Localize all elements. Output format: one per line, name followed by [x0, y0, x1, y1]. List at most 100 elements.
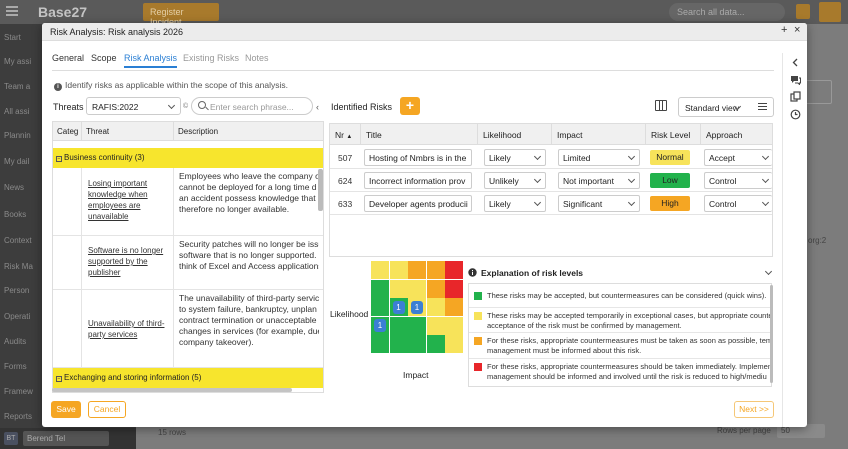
sidebar-item[interactable]: Context: [4, 236, 32, 245]
next-button[interactable]: Next >>: [734, 401, 774, 418]
risk-title-input[interactable]: Hosting of Nmbrs is in the: [364, 149, 472, 166]
comments-icon[interactable]: [790, 74, 801, 85]
matrix-cell[interactable]: [408, 279, 426, 298]
column-header-nr[interactable]: Nr ▲: [330, 124, 361, 145]
sidebar-item[interactable]: News: [4, 183, 25, 192]
tab-risk-analysis[interactable]: Risk Analysis: [124, 53, 178, 68]
column-header-likelihood[interactable]: Likelihood: [478, 124, 552, 145]
sidebar-item[interactable]: Start: [4, 33, 21, 42]
matrix-risk-marker[interactable]: 1: [392, 300, 405, 314]
column-header-risk-level[interactable]: Risk Level: [646, 124, 701, 145]
matrix-cell[interactable]: [445, 279, 463, 298]
table-row[interactable]: 624 Incorrect information prov Unlikely Not…: [330, 169, 772, 192]
collapse-group-icon[interactable]: −: [56, 156, 62, 162]
add-risk-button[interactable]: +: [400, 97, 420, 115]
save-button[interactable]: Save: [51, 401, 81, 418]
columns-icon[interactable]: [655, 100, 667, 111]
sidebar-item[interactable]: Framew: [4, 387, 33, 396]
topbar-user-button[interactable]: [819, 2, 841, 22]
sidebar-item[interactable]: My assi: [4, 57, 32, 66]
register-incident-button[interactable]: Register Incident: [143, 3, 219, 27]
matrix-cell[interactable]: [389, 279, 408, 298]
collapse-panel-icon[interactable]: ‹: [316, 102, 319, 112]
threat-title[interactable]: Unavailability of third-party services: [88, 319, 165, 339]
approach-select[interactable]: Control: [704, 172, 772, 189]
column-header-impact[interactable]: Impact: [552, 124, 646, 145]
column-header-description[interactable]: Description: [174, 122, 323, 141]
matrix-cell[interactable]: [445, 316, 463, 335]
sidebar-item[interactable]: Risk Ma: [4, 262, 33, 271]
matrix-cell[interactable]: [426, 316, 445, 335]
collapse-group-icon[interactable]: −: [56, 376, 62, 382]
sidebar-item[interactable]: Team a: [4, 82, 31, 91]
column-header-category[interactable]: Categ: [53, 122, 82, 141]
matrix-cell[interactable]: [389, 335, 408, 353]
matrix-cell[interactable]: [389, 261, 408, 279]
table-row[interactable]: Software is no longer supported by the pub…: [53, 236, 323, 290]
matrix-cell[interactable]: [408, 335, 426, 353]
tab-notes[interactable]: Notes: [245, 53, 269, 63]
sidebar-item[interactable]: Person: [4, 286, 30, 295]
matrix-risk-marker[interactable]: 1: [411, 300, 423, 314]
menu-icon[interactable]: [6, 6, 18, 16]
cancel-button[interactable]: Cancel: [88, 401, 126, 418]
risk-title-input[interactable]: Incorrect information prov: [364, 172, 472, 189]
sidebar-item[interactable]: Audits: [4, 337, 27, 346]
chevron-down-icon[interactable]: [764, 267, 773, 276]
close-icon[interactable]: ×: [794, 24, 801, 36]
matrix-cell[interactable]: [445, 335, 463, 353]
tab-existing-risks[interactable]: Existing Risks: [183, 53, 240, 63]
matrix-cell[interactable]: [445, 261, 463, 279]
impact-select[interactable]: Limited: [558, 149, 640, 166]
global-search-input[interactable]: Search all data...: [669, 3, 785, 21]
table-row[interactable]: 507 Hosting of Nmbrs is in the Likely Limit…: [330, 146, 772, 169]
column-header-threat[interactable]: Threat: [82, 122, 174, 141]
matrix-cell[interactable]: [389, 316, 408, 335]
matrix-cell[interactable]: [426, 261, 445, 279]
tab-scope[interactable]: Scope: [91, 53, 117, 63]
threat-group-exchanging-storing[interactable]: − Exchanging and storing information (5): [53, 368, 323, 388]
threat-title[interactable]: Losing important knowledge when employees …: [88, 179, 148, 221]
sidebar-item[interactable]: My dail: [4, 157, 30, 166]
horizontal-scrollbar[interactable]: [52, 388, 292, 392]
matrix-risk-marker[interactable]: 1: [374, 319, 386, 332]
view-select[interactable]: Standard view: [678, 97, 774, 117]
impact-select[interactable]: Significant: [558, 195, 640, 212]
threat-title[interactable]: Software is no longer supported by the pub…: [88, 246, 164, 277]
impact-select[interactable]: Not important: [558, 172, 640, 189]
scrollbar[interactable]: [770, 285, 773, 383]
sidebar-item[interactable]: Reports: [4, 412, 33, 421]
likelihood-select[interactable]: Likely: [484, 195, 546, 212]
matrix-cell[interactable]: [371, 279, 389, 298]
threat-catalog-select[interactable]: RAFIS:2022: [86, 97, 181, 115]
scrollbar[interactable]: [318, 169, 323, 211]
sidebar-item[interactable]: Plannin: [4, 131, 31, 140]
topbar-action-button[interactable]: [796, 4, 810, 19]
matrix-cell[interactable]: [371, 335, 389, 353]
expand-icon[interactable]: +: [781, 24, 788, 36]
table-row[interactable]: Losing important knowledge when employees …: [53, 168, 323, 236]
matrix-cell[interactable]: [426, 279, 445, 298]
table-row[interactable]: 633 Developer agents producii Likely Signif…: [330, 192, 772, 215]
matrix-cell[interactable]: [445, 298, 463, 316]
tab-general[interactable]: General: [52, 53, 85, 63]
sidebar-item[interactable]: Books: [4, 210, 27, 219]
sidebar-item[interactable]: All assi: [4, 107, 30, 116]
rows-per-page-select[interactable]: 50: [777, 424, 825, 438]
matrix-cell[interactable]: [408, 261, 426, 279]
matrix-cell[interactable]: [408, 316, 426, 335]
matrix-cell[interactable]: [426, 298, 445, 316]
approach-select[interactable]: Control: [704, 195, 772, 212]
threat-search-input[interactable]: Enter search phrase...: [191, 97, 313, 115]
column-header-title[interactable]: Title: [361, 124, 478, 145]
matrix-cell[interactable]: [371, 298, 389, 316]
sidebar-item[interactable]: Forms: [4, 362, 27, 371]
risk-title-input[interactable]: Developer agents producii: [364, 195, 472, 212]
likelihood-select[interactable]: Likely: [484, 149, 546, 166]
matrix-cell[interactable]: [426, 335, 445, 353]
user-select[interactable]: Berend Tel: [23, 431, 109, 446]
approach-select[interactable]: Accept: [704, 149, 772, 166]
copy-icon[interactable]: [790, 91, 801, 102]
table-row[interactable]: Unavailability of third-party services T…: [53, 290, 323, 368]
likelihood-select[interactable]: Unlikely: [484, 172, 546, 189]
